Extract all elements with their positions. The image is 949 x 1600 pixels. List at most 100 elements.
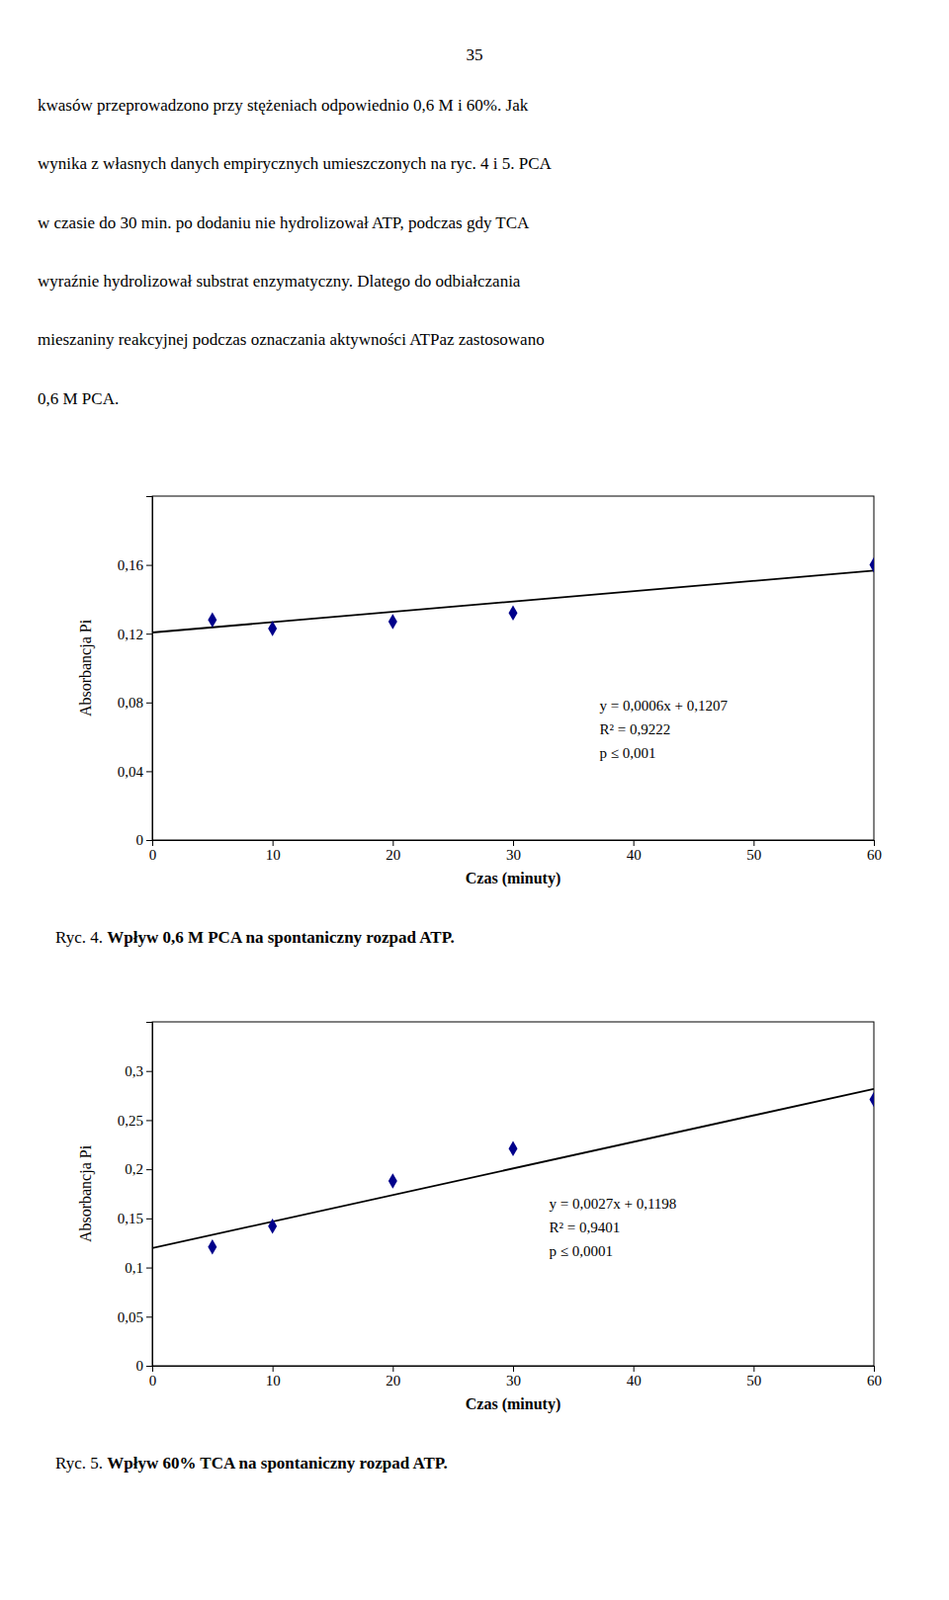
scatter-point xyxy=(388,613,398,630)
tick-mark xyxy=(392,1366,394,1373)
annotation: y = 0,0027x + 0,1198R² = 0,9401p ≤ 0,000… xyxy=(549,1196,678,1260)
axis-line xyxy=(146,1023,154,1368)
tick-mark xyxy=(146,1268,153,1270)
tick-label: 30 xyxy=(506,847,521,863)
tick-label: 30 xyxy=(506,1373,521,1389)
tick-label: 0,3 xyxy=(124,1063,144,1080)
scatter-point xyxy=(869,1092,874,1109)
tick-label: 0 xyxy=(149,1373,158,1389)
axis-line xyxy=(153,841,875,848)
x-axis-title: Czas (minuty) xyxy=(465,869,561,888)
tick-label: 10 xyxy=(265,1373,281,1389)
tick-mark xyxy=(753,840,755,847)
caption-text: Wpływ 0,6 M PCA na spontaniczny rozpad A… xyxy=(106,928,455,948)
tick-mark xyxy=(873,840,875,847)
tick: 0 xyxy=(136,1358,154,1375)
paragraph-line: wynika z własnych danych empirycznych um… xyxy=(37,154,552,173)
scatter-point xyxy=(388,1173,398,1190)
scatter-point xyxy=(869,557,874,574)
marks xyxy=(152,557,874,637)
tick-label: 0,04 xyxy=(117,764,145,780)
scatter-point xyxy=(509,605,518,622)
tick-mark xyxy=(753,1366,755,1373)
chart: 010203040506000,040,080,120,16Czas (minu… xyxy=(77,496,882,888)
tick-mark xyxy=(873,1366,875,1373)
plot-frame xyxy=(152,1022,874,1367)
caption-label: Ryc. 5. xyxy=(55,1454,107,1473)
annotation-line: y = 0,0006x + 0,1207 xyxy=(600,697,729,714)
tick-mark xyxy=(272,840,274,847)
x-axis: 0 10 20 30 40 50 60 xyxy=(149,1366,882,1389)
caption: Ryc. 4. Wpływ 0,6 M PCA na spontaniczny … xyxy=(55,928,455,948)
tick: 0,04 xyxy=(117,764,153,780)
tick: 0,16 xyxy=(117,557,153,574)
axis-line xyxy=(146,497,154,842)
tick-label: 50 xyxy=(746,1373,762,1389)
tick-label: 40 xyxy=(626,1373,642,1389)
tick-mark xyxy=(146,1218,153,1220)
marks xyxy=(152,1089,874,1256)
tick-mark xyxy=(146,1316,153,1318)
x-axis-title: Czas (minuty) xyxy=(465,1395,561,1414)
tick: 50 xyxy=(746,840,762,863)
scatter-point xyxy=(509,1140,518,1157)
tick-label: 40 xyxy=(626,847,642,863)
tick-mark xyxy=(146,565,153,567)
tick: 10 xyxy=(265,1366,281,1389)
tick-mark xyxy=(146,771,153,773)
scatter-point xyxy=(207,1239,217,1256)
tick: 0,25 xyxy=(117,1113,153,1129)
axis-line xyxy=(153,1367,875,1374)
scatter-point xyxy=(267,620,277,637)
tick: 0,12 xyxy=(117,626,153,643)
tick-mark xyxy=(272,1366,274,1373)
paragraph-line: 0,6 M PCA. xyxy=(37,389,119,409)
tick: 0 xyxy=(149,840,158,863)
y-axis-title: Absorbancja Pi xyxy=(77,1144,95,1243)
tick-label: 0,05 xyxy=(117,1309,144,1326)
annotation-line: p ≤ 0,0001 xyxy=(549,1243,613,1260)
tick: 0 xyxy=(136,832,154,849)
tick: 30 xyxy=(506,1366,521,1389)
annotation-line: p ≤ 0,001 xyxy=(600,745,657,762)
tick-mark xyxy=(392,840,394,847)
tick-label: 0,15 xyxy=(117,1210,144,1227)
tick: 0,05 xyxy=(117,1309,153,1326)
tick-mark xyxy=(146,1120,153,1122)
tick-mark xyxy=(513,1366,515,1373)
tick-mark xyxy=(146,702,153,704)
tick-label: 0,08 xyxy=(117,694,144,711)
tick: 0,2 xyxy=(124,1161,153,1178)
tick-mark xyxy=(513,840,515,847)
tick-mark xyxy=(633,1366,635,1373)
tick-label: 0,25 xyxy=(117,1113,144,1129)
caption: Ryc. 5. Wpływ 60% TCA na spontaniczny ro… xyxy=(55,1454,448,1473)
x-axis: 0102030405060 xyxy=(149,840,882,863)
tick: 30 xyxy=(506,840,521,863)
tick: 0 xyxy=(149,1366,158,1389)
tick-label: 0 xyxy=(136,832,145,849)
tick: 40 xyxy=(626,840,642,863)
tick: 0,1 xyxy=(124,1260,153,1277)
annotation: y = 0,0006x + 0,1207R² = 0,9222p ≤ 0,001 xyxy=(600,697,729,762)
tick-mark xyxy=(146,1169,153,1171)
tick-mark xyxy=(146,840,153,842)
tick-mark xyxy=(146,1366,153,1368)
tick-label: 20 xyxy=(385,1373,401,1389)
page-number: 35 xyxy=(466,45,484,65)
scatter-point xyxy=(267,1218,277,1235)
paragraph-line: wyraźnie hydrolizował substrat enzymatyc… xyxy=(37,271,521,291)
tick-label: 60 xyxy=(866,1373,882,1389)
tick-mark xyxy=(146,633,153,635)
page: 35kwasów przeprowadzono przy stężeniach … xyxy=(0,0,949,1600)
tick-label: 0 xyxy=(149,847,158,863)
annotation-line: R² = 0,9401 xyxy=(549,1219,621,1236)
y-axis: 0 0,04 0,08 0,12 0,16 xyxy=(117,497,154,850)
paragraph-line: w czasie do 30 min. po dodaniu nie hydro… xyxy=(37,213,530,233)
tick: 10 xyxy=(265,840,281,863)
tick: 60 xyxy=(866,840,882,863)
tick-mark xyxy=(633,840,635,847)
tick: 40 xyxy=(626,1366,642,1389)
tick: 60 xyxy=(866,1366,882,1389)
tick-label: 0,16 xyxy=(117,557,145,574)
